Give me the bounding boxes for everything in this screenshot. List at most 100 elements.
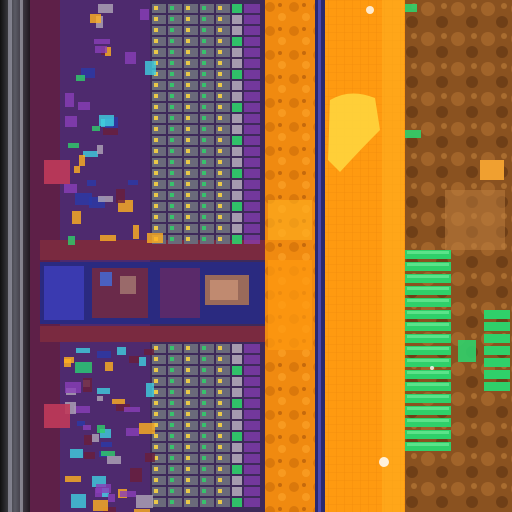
memory-cell <box>168 4 182 13</box>
memory-cell <box>152 465 166 474</box>
memory-cell-dot <box>186 456 190 460</box>
memory-cell <box>152 158 166 167</box>
contact-pad <box>405 358 451 367</box>
memory-cell-dot <box>154 478 158 482</box>
memory-cell <box>216 432 230 441</box>
memory-cell <box>200 476 214 485</box>
memory-cell <box>168 103 182 112</box>
logic-cell <box>65 93 74 107</box>
contact-pad <box>405 298 451 307</box>
logic-cell <box>77 421 85 426</box>
memory-cell-dot <box>218 61 222 65</box>
control-block <box>40 240 265 342</box>
memory-cell <box>184 180 198 189</box>
memory-cell <box>168 26 182 35</box>
contact-pad <box>484 346 510 355</box>
memory-cell <box>244 213 260 222</box>
logic-cell <box>94 39 110 44</box>
memory-cell <box>216 81 230 90</box>
contact-pad <box>405 286 451 295</box>
contact-pad <box>484 322 510 331</box>
memory-cell-dot <box>154 467 158 471</box>
memory-cell <box>244 59 260 68</box>
contact-pad <box>484 334 510 343</box>
memory-cell-dot <box>186 105 190 109</box>
memory-cell <box>200 158 214 167</box>
memory-cell-dot <box>218 28 222 32</box>
memory-cell <box>232 103 242 112</box>
memory-cell-dot <box>154 226 158 230</box>
memory-cell <box>152 202 166 211</box>
memory-cell <box>200 410 214 419</box>
memory-cell-dot <box>154 445 158 449</box>
memory-cell-dot <box>202 105 206 109</box>
memory-cell <box>244 103 260 112</box>
logic-cell <box>144 349 154 355</box>
memory-cell <box>168 454 182 463</box>
memory-cell <box>184 48 198 57</box>
memory-cell <box>232 476 242 485</box>
memory-cell <box>168 37 182 46</box>
memory-cell <box>232 355 242 364</box>
memory-cell-dot <box>186 346 190 350</box>
memory-cell <box>152 476 166 485</box>
memory-cell-dot <box>218 445 222 449</box>
logic-cell <box>64 359 71 367</box>
memory-cell <box>232 169 242 178</box>
memory-cell-dot <box>218 50 222 54</box>
memory-cell <box>200 344 214 353</box>
memory-cell-dot <box>154 204 158 208</box>
memory-cell <box>168 70 182 79</box>
memory-cell <box>168 114 182 123</box>
logic-cell <box>79 155 85 166</box>
logic-cell <box>116 189 125 203</box>
memory-cell-dot <box>154 401 158 405</box>
contact-pad <box>405 394 451 403</box>
memory-cell-dot <box>154 6 158 10</box>
memory-cell <box>168 169 182 178</box>
logic-cell <box>64 184 77 193</box>
memory-cell-dot <box>186 17 190 21</box>
memory-cell <box>216 59 230 68</box>
memory-cell <box>152 213 166 222</box>
memory-cell <box>232 388 242 397</box>
logic-cell <box>100 235 116 241</box>
logic-cell <box>44 160 70 184</box>
logic-cell <box>97 351 111 358</box>
memory-cell-dot <box>154 17 158 21</box>
contact-pad <box>405 310 451 319</box>
memory-cell <box>216 366 230 375</box>
memory-cell-dot <box>202 138 206 142</box>
memory-cell <box>184 454 198 463</box>
contact-pad <box>405 130 421 138</box>
memory-cell <box>168 15 182 24</box>
memory-cell-dot <box>202 17 206 21</box>
memory-cell-dot <box>154 138 158 142</box>
memory-cell <box>184 432 198 441</box>
memory-cell-dot <box>186 193 190 197</box>
memory-cell <box>244 410 260 419</box>
memory-cell <box>152 344 166 353</box>
logic-cell <box>128 180 138 185</box>
memory-cell-dot <box>170 149 174 153</box>
memory-cell <box>244 377 260 386</box>
memory-cell <box>200 81 214 90</box>
memory-cell-dot <box>170 171 174 175</box>
logic-cell <box>117 347 126 355</box>
memory-cell <box>244 366 260 375</box>
memory-cell <box>244 235 260 244</box>
memory-cell <box>152 136 166 145</box>
memory-cell <box>152 388 166 397</box>
logic-cell <box>92 434 99 442</box>
logic-cell <box>139 357 146 366</box>
memory-cell <box>200 70 214 79</box>
memory-cell <box>200 114 214 123</box>
memory-cell <box>184 136 198 145</box>
memory-cell <box>232 70 242 79</box>
memory-cell-dot <box>218 379 222 383</box>
memory-cell <box>168 213 182 222</box>
memory-cell <box>244 443 260 452</box>
memory-cell <box>184 377 198 386</box>
memory-cell-dot <box>170 412 174 416</box>
memory-cell <box>152 487 166 496</box>
